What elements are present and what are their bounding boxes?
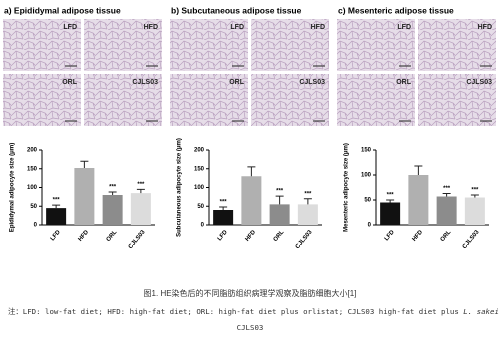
image-label: CJLS03 [132,79,158,86]
y-tick-label: 100 [27,185,38,191]
significance: *** [443,186,451,192]
image-label: ORL [396,79,412,86]
note-text: 注：LFD: low-fat diet; HFD: high-fat diet;… [8,307,463,316]
x-tick-label: CJLS03 [295,229,314,250]
y-tick-label: 50 [364,198,371,204]
y-tick-label: 100 [361,173,372,179]
significance: *** [109,185,117,191]
y-axis-label: Epididymal adipocyte size (μm) [10,143,16,232]
note-species: L. sakei [463,307,499,316]
panel-title: c) Mesenteric adipose tissue [338,5,454,15]
significance: *** [137,182,145,188]
y-tick-label: 0 [201,223,205,229]
y-tick-label: 200 [27,148,38,154]
significance: *** [387,193,395,199]
bar [241,176,262,225]
image-label: CJLS03 [466,79,492,86]
y-axis-label: Subcutaneous adipocyte size (μm) [177,138,183,237]
x-tick-label: LFD [50,229,63,242]
bar [297,204,318,225]
panel-title: a) Epididymal adipose tissue [4,5,121,15]
histology-image [418,74,496,126]
histology-image [251,19,329,71]
significance: *** [304,191,312,197]
y-axis-label: Mesenteric adipocyte size (μm) [344,143,350,232]
significance: *** [471,188,479,194]
y-tick-label: 150 [27,166,38,172]
significance: *** [276,189,284,195]
histology-image [170,19,248,71]
y-tick-label: 50 [197,204,204,210]
histology-image [337,74,415,126]
image-label: HFD [478,24,492,31]
x-tick-label: ORL [273,229,286,243]
image-label: HFD [311,24,325,31]
image-label: CJLS03 [299,79,325,86]
x-tick-label: HFD [412,229,425,243]
bar [46,208,67,225]
panel-title: b) Subcutaneous adipose tissue [171,5,302,15]
note: 注：LFD: low-fat diet; HFD: high-fat diet;… [8,307,499,316]
bar [102,195,123,225]
image-label: ORL [62,79,78,86]
histology-image [3,74,81,126]
y-tick-label: 0 [34,223,38,229]
y-tick-label: 150 [194,166,205,172]
x-tick-label: ORL [440,229,453,243]
bar [436,196,457,225]
x-tick-label: CJLS03 [128,229,147,250]
x-tick-label: LFD [217,229,230,242]
bar [464,197,485,225]
histology-image [84,19,162,71]
x-tick-label: CJLS03 [462,229,481,250]
image-label: LFD [230,24,244,31]
note-strain: CJLS03 [237,323,264,332]
bar [269,204,290,225]
histology-image [418,19,496,71]
image-label: LFD [63,24,77,31]
image-label: HFD [144,24,158,31]
histology-image [251,74,329,126]
bar [380,202,401,225]
bar [213,210,234,225]
y-tick-label: 200 [194,148,205,154]
histology-image [337,19,415,71]
significance: *** [53,198,61,204]
y-tick-label: 50 [30,204,37,210]
significance: *** [220,200,228,206]
x-tick-label: LFD [384,229,397,242]
y-tick-label: 150 [361,148,372,154]
image-label: ORL [229,79,245,86]
caption: 图1. HE染色后的不同脂肪组织病理学观察及脂肪细胞大小[1] [144,288,357,298]
x-tick-label: HFD [78,229,91,243]
image-label: LFD [397,24,411,31]
y-tick-label: 0 [368,223,372,229]
histology-image [84,74,162,126]
histology-image [170,74,248,126]
x-tick-label: HFD [245,229,258,243]
bar [408,175,429,225]
x-tick-label: ORL [106,229,119,243]
bar [74,168,95,225]
histology-image [3,19,81,71]
y-tick-label: 100 [194,185,205,191]
bar [130,193,151,225]
